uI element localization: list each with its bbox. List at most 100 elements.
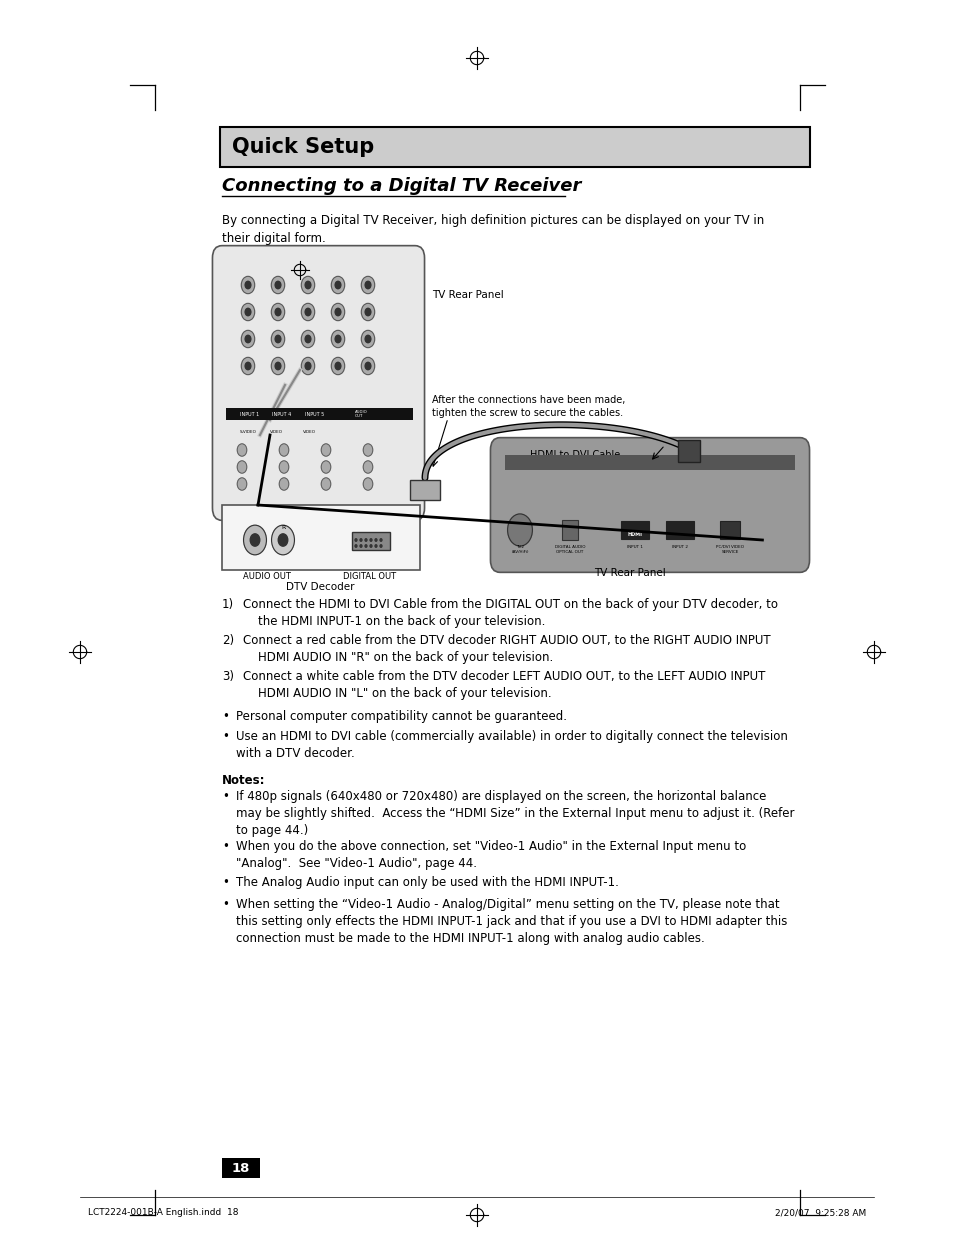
Circle shape bbox=[365, 309, 371, 316]
Bar bbox=[222, 505, 419, 571]
Circle shape bbox=[305, 282, 311, 289]
Text: Connecting to a Digital TV Receiver: Connecting to a Digital TV Receiver bbox=[222, 177, 580, 195]
Text: HDMI: HDMI bbox=[627, 532, 641, 537]
Text: INPUT 5: INPUT 5 bbox=[305, 411, 324, 416]
Bar bbox=[620, 521, 649, 538]
Circle shape bbox=[271, 277, 284, 294]
Text: TV Rear Panel: TV Rear Panel bbox=[594, 568, 665, 578]
Text: When you do the above connection, set "Video-1 Audio" in the External Input menu: When you do the above connection, set "V… bbox=[235, 840, 745, 869]
Circle shape bbox=[359, 545, 361, 547]
FancyBboxPatch shape bbox=[220, 127, 809, 167]
Circle shape bbox=[245, 335, 251, 342]
Circle shape bbox=[301, 330, 314, 347]
Circle shape bbox=[301, 304, 314, 321]
Circle shape bbox=[355, 538, 356, 541]
Text: LCT2224-001B-A English.indd  18: LCT2224-001B-A English.indd 18 bbox=[88, 1208, 238, 1216]
Circle shape bbox=[305, 362, 311, 369]
Circle shape bbox=[305, 335, 311, 342]
Text: Notes:: Notes: bbox=[222, 774, 265, 787]
Circle shape bbox=[361, 304, 375, 321]
Bar bbox=[720, 521, 739, 538]
Circle shape bbox=[274, 309, 280, 316]
Bar bbox=[504, 454, 794, 471]
Circle shape bbox=[243, 525, 266, 555]
Text: The Analog Audio input can only be used with the HDMI INPUT-1.: The Analog Audio input can only be used … bbox=[235, 876, 618, 889]
Circle shape bbox=[361, 357, 375, 374]
Circle shape bbox=[365, 545, 367, 547]
Text: •: • bbox=[222, 898, 229, 911]
Circle shape bbox=[278, 534, 288, 546]
Circle shape bbox=[245, 309, 251, 316]
Text: 2): 2) bbox=[222, 634, 233, 647]
Text: PC/DVI VIDEO
SERVICE: PC/DVI VIDEO SERVICE bbox=[716, 545, 743, 553]
Circle shape bbox=[321, 478, 331, 490]
Circle shape bbox=[361, 330, 375, 347]
Text: 3): 3) bbox=[222, 671, 233, 683]
Circle shape bbox=[237, 478, 247, 490]
Text: DIGITAL OUT: DIGITAL OUT bbox=[343, 572, 396, 580]
Text: S-VIDEO: S-VIDEO bbox=[240, 430, 256, 433]
Text: Connect the HDMI to DVI Cable from the DIGITAL OUT on the back of your DTV decod: Connect the HDMI to DVI Cable from the D… bbox=[243, 598, 778, 629]
Circle shape bbox=[271, 330, 284, 347]
Text: Connect a red cable from the DTV decoder RIGHT AUDIO OUT, to the RIGHT AUDIO INP: Connect a red cable from the DTV decoder… bbox=[243, 634, 770, 664]
Circle shape bbox=[507, 514, 532, 546]
Text: Quick Setup: Quick Setup bbox=[232, 137, 374, 157]
Text: VIDEO: VIDEO bbox=[303, 430, 315, 433]
Circle shape bbox=[245, 282, 251, 289]
Circle shape bbox=[237, 443, 247, 456]
Text: VIDEO: VIDEO bbox=[270, 430, 283, 433]
Text: •: • bbox=[222, 790, 229, 803]
Circle shape bbox=[379, 538, 381, 541]
Circle shape bbox=[321, 443, 331, 456]
FancyBboxPatch shape bbox=[213, 246, 424, 520]
Circle shape bbox=[271, 357, 284, 374]
Text: TV2
(AV/HiFi): TV2 (AV/HiFi) bbox=[511, 545, 528, 553]
Text: INPUT 1: INPUT 1 bbox=[626, 545, 642, 550]
Circle shape bbox=[375, 545, 376, 547]
Circle shape bbox=[363, 478, 373, 490]
Text: If 480p signals (640x480 or 720x480) are displayed on the screen, the horizontal: If 480p signals (640x480 or 720x480) are… bbox=[235, 790, 794, 837]
Circle shape bbox=[274, 362, 280, 369]
Bar bbox=[665, 521, 694, 538]
FancyBboxPatch shape bbox=[678, 440, 700, 462]
Circle shape bbox=[375, 538, 376, 541]
Text: After the connections have been made,
tighten the screw to secure the cables.: After the connections have been made, ti… bbox=[432, 395, 625, 419]
Text: AUDIO OUT: AUDIO OUT bbox=[243, 572, 291, 580]
Circle shape bbox=[241, 330, 254, 347]
Circle shape bbox=[279, 443, 289, 456]
Bar bbox=[226, 408, 413, 420]
Text: Use an HDMI to DVI cable (commercially available) in order to digitally connect : Use an HDMI to DVI cable (commercially a… bbox=[235, 730, 787, 760]
Circle shape bbox=[274, 335, 280, 342]
Circle shape bbox=[365, 335, 371, 342]
Circle shape bbox=[272, 525, 294, 555]
Circle shape bbox=[271, 304, 284, 321]
Text: 1): 1) bbox=[222, 598, 233, 611]
Text: Personal computer compatibility cannot be guaranteed.: Personal computer compatibility cannot b… bbox=[235, 710, 566, 722]
Circle shape bbox=[331, 304, 344, 321]
Circle shape bbox=[250, 534, 259, 546]
Text: •: • bbox=[222, 840, 229, 853]
Text: INPUT 4: INPUT 4 bbox=[272, 411, 291, 416]
Circle shape bbox=[301, 357, 314, 374]
Circle shape bbox=[241, 277, 254, 294]
Circle shape bbox=[365, 362, 371, 369]
Circle shape bbox=[361, 277, 375, 294]
Text: Connect a white cable from the DTV decoder LEFT AUDIO OUT, to the LEFT AUDIO INP: Connect a white cable from the DTV decod… bbox=[243, 671, 764, 700]
Text: TV Rear Panel: TV Rear Panel bbox=[432, 290, 503, 300]
Circle shape bbox=[245, 362, 251, 369]
Text: By connecting a Digital TV Receiver, high definition pictures can be displayed o: By connecting a Digital TV Receiver, hig… bbox=[222, 214, 763, 245]
FancyBboxPatch shape bbox=[490, 437, 809, 572]
Text: INPUT 2: INPUT 2 bbox=[671, 545, 687, 550]
Text: AUDIO
OUT: AUDIO OUT bbox=[355, 410, 367, 419]
Text: 18: 18 bbox=[232, 1161, 250, 1174]
Text: •: • bbox=[222, 876, 229, 889]
Bar bbox=[222, 1158, 260, 1178]
Circle shape bbox=[331, 357, 344, 374]
Circle shape bbox=[241, 304, 254, 321]
Text: •: • bbox=[222, 730, 229, 743]
Circle shape bbox=[370, 538, 372, 541]
Text: HDMI to DVI Cable: HDMI to DVI Cable bbox=[530, 450, 619, 459]
Text: •: • bbox=[222, 710, 229, 722]
FancyBboxPatch shape bbox=[410, 480, 439, 500]
Circle shape bbox=[274, 282, 280, 289]
